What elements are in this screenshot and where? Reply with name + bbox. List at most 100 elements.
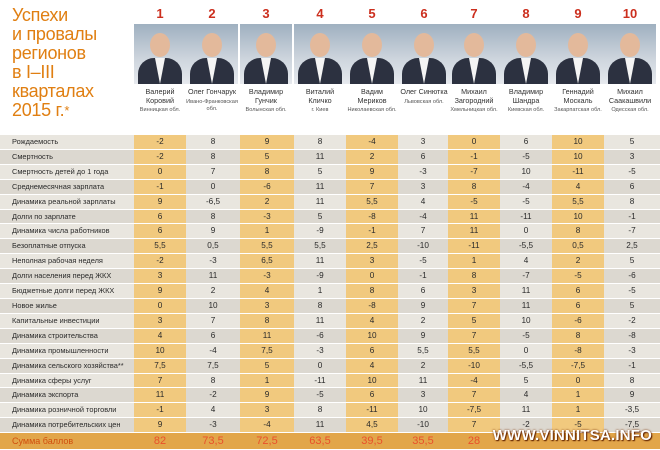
score-cell: -2 [134,149,186,165]
score-cell: 0 [552,373,604,389]
score-cell: 7 [398,223,448,240]
person-name: Вадим Мериков [357,87,387,105]
total-cell: 35,5 [398,432,448,450]
score-cell: 5,5 [448,343,500,359]
rank-number: 8 [522,6,530,21]
score-cell: 10 [552,135,604,150]
score-cell: 2,5 [346,238,398,255]
score-cell: 11 [500,283,552,299]
score-cell: 9 [134,283,186,299]
score-cell: -3 [240,209,294,225]
person-name: Олег Синютка [400,87,448,96]
score-cell: 2 [398,358,448,374]
row-label: Динамика экспорта [0,387,134,404]
rank-number: 9 [574,6,582,21]
score-cell: 5 [604,135,660,150]
title-line: регионов [12,43,86,63]
person-region: Ивано-Франковская обл. [186,98,238,112]
score-cell: 3 [448,283,500,299]
score-cell: 7 [346,179,398,195]
score-cell: 5 [240,149,294,165]
portrait-photo [552,24,604,84]
score-cell: 6 [134,223,186,240]
score-cell: -5 [552,268,604,285]
score-cell: 5,5 [134,238,186,255]
score-cell: 7 [448,298,500,314]
score-cell: 9 [604,387,660,404]
score-cell: -7,5 [552,358,604,374]
score-cell: 3 [398,387,448,404]
score-cell: 6 [346,387,398,404]
person-name: Валерий Коровий [145,87,175,105]
table-row: Динамика реальной зарплаты 9 -6,5 2 11 5,5 4 -5… [0,194,660,210]
total-cell [500,432,552,450]
site-watermark: WWW.VINNITSA.INFO [492,427,652,444]
score-cell: 0 [186,179,240,195]
score-cell: -4 [186,343,240,359]
score-cell: 6,5 [240,253,294,270]
score-cell: 0 [500,343,552,359]
score-cell: -1 [448,149,500,165]
row-label: Капитальные инвестиции [0,313,134,329]
table-row: Долги по зарплате 6 8 -3 5 -8 -4 11 -11 10 -1 [0,209,660,225]
table-row: Неполная рабочая неделя -2 -3 6,5 11 3 -5 1 4 2 5 [0,253,660,270]
score-cell: 5 [294,209,346,225]
score-cell: 7,5 [186,358,240,374]
rank-number: 4 [316,6,324,21]
score-cell: 5 [240,358,294,374]
portrait-photo [240,24,292,84]
person-name: Михаил Саакашвили [608,87,652,105]
score-cell: -8 [346,298,398,314]
score-cell: 7 [448,417,500,434]
score-cell: 10 [552,149,604,165]
person-card: 5 Вадим Мериков Николаевская обл. [346,6,398,114]
score-cell: 0 [500,223,552,240]
score-cell: 8 [604,373,660,389]
score-cell: -3 [186,253,240,270]
row-label: Новое жилье [0,298,134,314]
row-label: Динамика сферы услуг [0,373,134,389]
score-cell: -10 [398,417,448,434]
score-cell: 8 [294,298,346,314]
title-footnote-mark: * [64,103,70,118]
score-cell: -3 [240,268,294,285]
score-cell: -5 [398,253,448,270]
score-cell: 11 [294,313,346,329]
score-cell: 5,5 [294,238,346,255]
page-title: Успехи и провалы регионов в I–III кварта… [12,6,140,120]
score-cell: -9 [294,268,346,285]
score-cell: 7 [134,373,186,389]
score-cell: 8 [240,164,294,180]
score-cell: -11 [448,238,500,255]
person-card: 3 Владимир Гунчик Волынская обл. [240,6,292,114]
score-cell: 8 [552,223,604,240]
score-cell: -7 [448,164,500,180]
person-card: 6 Олег Синютка Львовская обл. [398,6,450,106]
portrait-photo [186,24,238,84]
score-cell: 3 [398,179,448,195]
score-cell: 11 [500,298,552,314]
score-cell: 11 [294,194,346,210]
score-cell: -6 [240,179,294,195]
person-region: Одесская обл. [611,107,649,113]
table-row: Динамика строительства 4 6 11 -6 10 9 7 -5 8 -8 [0,328,660,344]
score-cell: 9 [186,223,240,240]
row-label: Безоплатные отпуска [0,238,134,255]
score-cell: -3,5 [604,402,660,419]
score-cell: -4 [500,179,552,195]
score-cell: -11 [346,402,398,419]
score-cell: -6 [552,313,604,329]
score-cell: -5 [500,328,552,344]
score-cell: -2 [604,313,660,329]
row-label: Долги населения перед ЖКХ [0,268,134,285]
score-cell: 5,5 [552,194,604,210]
score-cell: -8 [604,328,660,344]
score-cell: -1 [604,209,660,225]
score-cell: 6 [500,135,552,150]
score-cell: -5 [604,283,660,299]
score-cell: 5 [294,164,346,180]
row-label: Смертность [0,149,134,165]
person-region: г. Киев [311,107,329,113]
score-cell: 7,5 [134,358,186,374]
row-label: Долги по зарплате [0,209,134,225]
